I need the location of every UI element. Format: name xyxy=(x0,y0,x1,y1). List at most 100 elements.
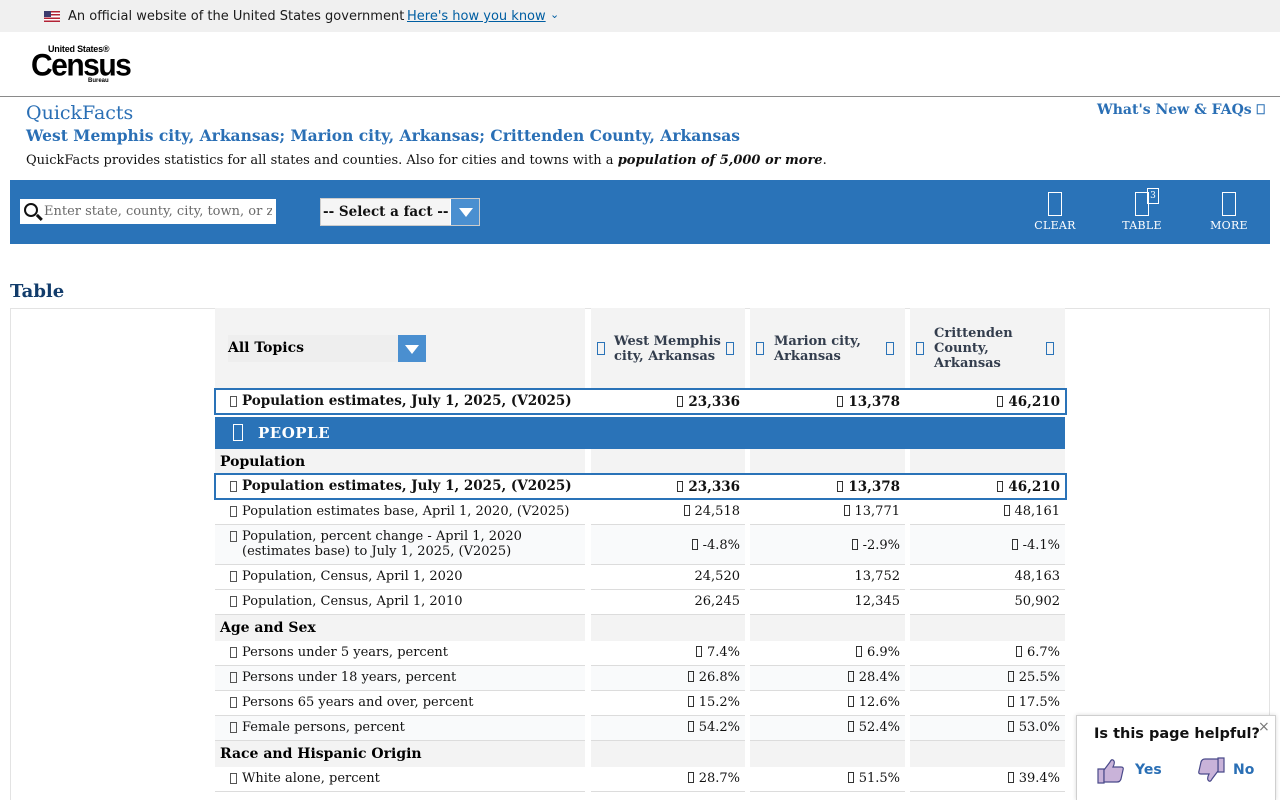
whats-new-link[interactable]: What's New & FAQs ⎕ xyxy=(1097,102,1265,118)
table-row[interactable]: Persons under 5 years, percent 7.4% 6.9%… xyxy=(215,641,1065,666)
fact-label: Population estimates base, April 1, 2020… xyxy=(242,504,570,519)
fact-value: 50,902 xyxy=(1014,594,1061,609)
info-icon[interactable] xyxy=(230,722,237,733)
value-flag-icon xyxy=(1015,646,1022,657)
feedback-yes-button[interactable]: Yes xyxy=(1135,762,1162,778)
fact-value: 7.4% xyxy=(695,645,740,660)
value-flag-icon xyxy=(1007,696,1014,707)
column-remove-icon[interactable] xyxy=(886,342,894,355)
feedback-no-button[interactable]: No xyxy=(1233,762,1255,778)
fact-value: 6.9% xyxy=(855,645,900,660)
fact-value: 23,336 xyxy=(677,394,740,410)
fact-value-text: -4.1% xyxy=(1022,538,1060,553)
fact-value-text: 51.5% xyxy=(858,771,900,786)
table-button[interactable]: 3 TABLE xyxy=(1112,188,1172,236)
more-button[interactable]: MORE xyxy=(1199,192,1259,236)
section-label: Population xyxy=(220,454,306,470)
thumbs-up-icon[interactable] xyxy=(1096,757,1126,784)
value-flag-icon xyxy=(847,721,854,732)
description-bold: population of 5,000 or more xyxy=(617,153,823,168)
clear-button[interactable]: CLEAR xyxy=(1025,192,1085,236)
column-info-icon[interactable] xyxy=(916,342,924,355)
table-row[interactable]: White alone, percent 28.7% 51.5% 39.4% xyxy=(215,767,1065,792)
fact-value: 28.7% xyxy=(687,771,740,786)
value-flag-icon xyxy=(837,396,844,407)
page-title: QuickFacts xyxy=(26,102,134,124)
table-row[interactable]: Population, percent change - April 1, 20… xyxy=(215,525,1065,565)
people-icon xyxy=(233,424,243,441)
fact-select[interactable]: -- Select a fact -- xyxy=(320,198,480,226)
dropdown-arrow-icon[interactable] xyxy=(398,335,426,362)
fact-value: 46,210 xyxy=(997,479,1060,495)
value-flag-icon xyxy=(687,772,694,783)
feedback-question: Is this page helpful? xyxy=(1094,726,1260,742)
people-section-bar[interactable]: PEOPLE xyxy=(215,417,1065,449)
table-row[interactable]: Population estimates base, April 1, 2020… xyxy=(215,500,1065,525)
column-label-3: Crittenden County, Arkansas xyxy=(934,326,1013,371)
fact-value-text: 46,210 xyxy=(1008,394,1060,410)
column-info-icon[interactable] xyxy=(597,342,605,355)
value-flag-icon xyxy=(1007,721,1014,732)
info-icon[interactable] xyxy=(230,571,237,582)
info-icon[interactable] xyxy=(230,773,237,784)
value-flag-icon xyxy=(847,671,854,682)
search-box[interactable] xyxy=(20,199,276,224)
fact-value-text: 53.0% xyxy=(1018,720,1060,735)
info-icon[interactable] xyxy=(230,481,237,492)
fact-value: 13,378 xyxy=(837,394,900,410)
fact-value-text: 15.2% xyxy=(698,695,740,710)
fact-value: 26,245 xyxy=(694,594,741,609)
dropdown-arrow-icon[interactable] xyxy=(450,199,479,225)
fact-value: 28.4% xyxy=(847,670,900,685)
value-flag-icon xyxy=(1003,505,1010,516)
column-header-3 xyxy=(910,308,1065,388)
fact-value-text: 13,378 xyxy=(848,394,900,410)
search-input[interactable] xyxy=(44,201,272,222)
fact-label: White alone, percent xyxy=(242,771,380,786)
info-icon[interactable] xyxy=(230,647,237,658)
info-icon[interactable] xyxy=(230,531,237,542)
clear-label: CLEAR xyxy=(1034,219,1076,232)
people-label: PEOPLE xyxy=(258,424,331,442)
info-icon[interactable] xyxy=(230,396,237,407)
chevron-down-icon[interactable]: ⌄ xyxy=(550,8,560,21)
info-icon[interactable] xyxy=(230,506,237,517)
fact-value-text: 6.7% xyxy=(1026,645,1060,660)
fact-value-text: 23,336 xyxy=(688,479,740,495)
feedback-widget: Is this page helpful? × Yes No xyxy=(1076,715,1276,800)
how-you-know-link[interactable]: Here's how you know xyxy=(407,9,546,24)
table-count-badge: 3 xyxy=(1147,188,1159,204)
table-icon xyxy=(1135,192,1149,216)
table-row[interactable]: Population estimates, July 1, 2025, (V20… xyxy=(215,475,1065,499)
fact-value: 25.5% xyxy=(1007,670,1060,685)
column-remove-icon[interactable] xyxy=(1046,342,1054,355)
value-flag-icon xyxy=(695,646,702,657)
info-icon[interactable] xyxy=(230,596,237,607)
info-icon[interactable] xyxy=(230,697,237,708)
census-logo[interactable]: United States® Census Bureau xyxy=(31,44,132,84)
table-row[interactable]: Population, Census, April 1, 2010 26,245… xyxy=(215,590,1065,615)
close-icon[interactable]: × xyxy=(1258,719,1270,735)
value-flag-icon xyxy=(1007,671,1014,682)
value-flag-icon xyxy=(683,505,690,516)
thumbs-down-icon[interactable] xyxy=(1196,757,1226,784)
table-row[interactable]: Persons under 18 years, percent 26.8% 28… xyxy=(215,666,1065,691)
table-row[interactable]: Population, Census, April 1, 2020 24,520… xyxy=(215,565,1065,590)
logo-line-3: Bureau xyxy=(88,78,109,84)
topics-select-label: All Topics xyxy=(228,340,305,356)
column-remove-icon[interactable] xyxy=(726,342,734,355)
fact-value-text: 28.4% xyxy=(858,670,900,685)
fact-value-text: 7.4% xyxy=(706,645,740,660)
info-icon[interactable] xyxy=(230,672,237,683)
table-row[interactable]: Female persons, percent 54.2% 52.4% 53.0… xyxy=(215,716,1065,741)
column-info-icon[interactable] xyxy=(756,342,764,355)
value-flag-icon xyxy=(837,481,844,492)
fact-value-text: 28.7% xyxy=(698,771,740,786)
fact-label: Persons 65 years and over, percent xyxy=(242,695,474,710)
table-row[interactable]: Population estimates, July 1, 2025, (V20… xyxy=(215,390,1065,414)
fact-value-text: 25.5% xyxy=(1018,670,1060,685)
more-label: MORE xyxy=(1210,219,1248,232)
topics-select[interactable]: All Topics xyxy=(228,335,426,362)
logo-line-2: Census xyxy=(31,48,132,83)
table-row[interactable]: Persons 65 years and over, percent 15.2%… xyxy=(215,691,1065,716)
